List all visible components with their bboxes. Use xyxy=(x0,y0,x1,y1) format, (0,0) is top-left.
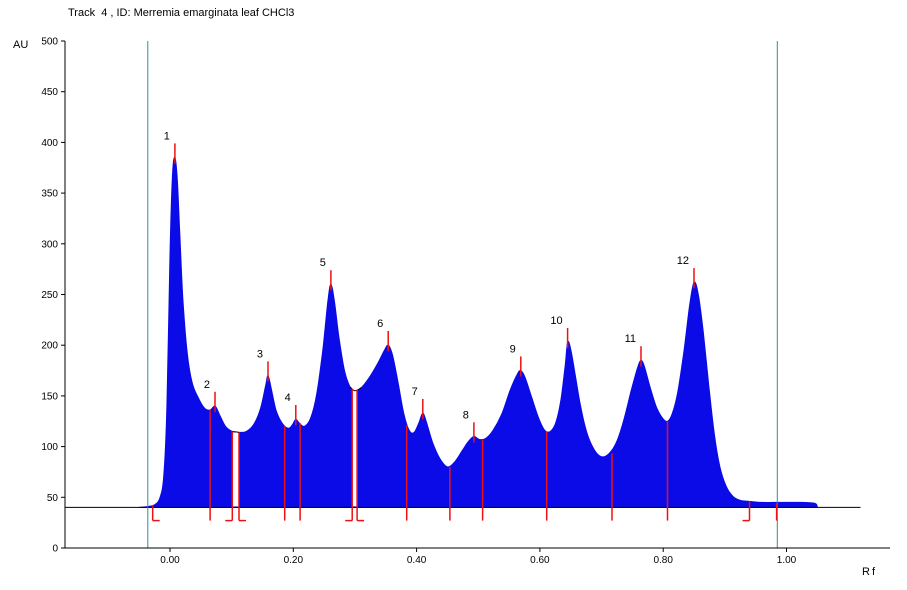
y-tick-label: 350 xyxy=(41,189,58,200)
densitogram-fill xyxy=(139,156,819,508)
peak-label-12: 12 xyxy=(677,255,689,267)
peak-label-11: 11 xyxy=(625,333,636,345)
x-tick-label: 0.40 xyxy=(407,555,427,566)
y-tick-label: 150 xyxy=(41,391,58,402)
peak-label-1: 1 xyxy=(164,130,170,142)
y-axis-label: AU xyxy=(13,39,29,51)
peak-label-5: 5 xyxy=(320,257,326,269)
y-tick-label: 500 xyxy=(41,37,58,48)
x-tick-label: 0.60 xyxy=(530,555,550,566)
peak-label-9: 9 xyxy=(510,343,516,355)
x-tick-label: 0.80 xyxy=(653,555,673,566)
peak-label-7: 7 xyxy=(412,386,418,398)
y-tick-label: 0 xyxy=(52,544,58,555)
x-tick-label: 1.00 xyxy=(777,555,797,566)
y-tick-label: 200 xyxy=(41,341,58,352)
curve-outline-segment xyxy=(349,386,362,392)
peak-label-8: 8 xyxy=(463,409,469,421)
track-limit-lines xyxy=(147,41,778,548)
curve-area xyxy=(139,156,819,508)
peak-label-2: 2 xyxy=(204,379,210,391)
gap-band xyxy=(232,432,239,507)
peak-label-10: 10 xyxy=(550,315,562,327)
peak-label-6: 6 xyxy=(377,318,383,330)
x-tick-label: 0.00 xyxy=(160,555,180,566)
y-tick-label: 450 xyxy=(41,87,58,98)
y-tick-label: 100 xyxy=(41,442,58,453)
y-tick-label: 250 xyxy=(41,290,58,301)
x-axis-label: Rf xyxy=(862,566,877,578)
peak-boundary-markers xyxy=(151,388,778,522)
chart-title: Track 4 , ID: Merremia emarginata leaf C… xyxy=(68,7,295,19)
peak-label-3: 3 xyxy=(257,348,263,360)
peak-apex-markers xyxy=(174,143,695,443)
y-tick-label: 400 xyxy=(41,138,58,149)
gap-band xyxy=(352,389,357,507)
y-tick-label: 300 xyxy=(41,239,58,250)
axes: 0 50 100 150 200 250 300 350 400 450 500 0.00 0.20 0.… xyxy=(41,37,890,566)
peak-label-4: 4 xyxy=(285,392,291,404)
x-tick-label: 0.20 xyxy=(284,555,304,566)
y-tick-label: 50 xyxy=(47,493,59,504)
